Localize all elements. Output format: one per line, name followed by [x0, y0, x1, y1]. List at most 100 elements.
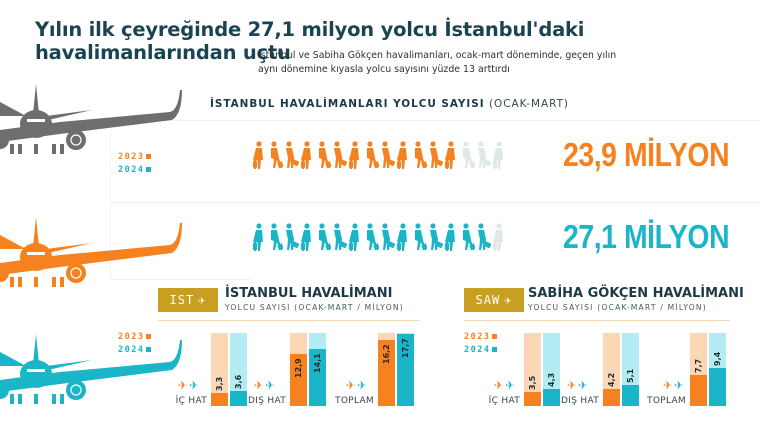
passenger-with-luggage-icon: [252, 222, 267, 252]
passenger-with-luggage-icon: [380, 222, 395, 252]
passenger-with-luggage-icon: [396, 222, 411, 252]
passenger-with-luggage-icon: [348, 140, 363, 170]
plane-departure-icon: ✈: [567, 379, 577, 392]
bar-2024: 14,1: [309, 333, 326, 406]
bar-value-label: 4,2: [607, 372, 616, 387]
passenger-with-luggage-icon: [268, 140, 283, 170]
plane-gray-icon: [0, 82, 185, 157]
background-terminal-outline: [110, 120, 250, 280]
plane-arrival-icon: ✈: [505, 379, 515, 392]
page-title: Yılın ilk çeyreğinde 27,1 milyon yolcu İ…: [35, 18, 584, 64]
ist-subtitle: YOLCU SAYISI (OCAK-MART / MİLYON): [225, 303, 404, 312]
title-line-2: havalimanlarından uçtu: [35, 41, 291, 64]
passenger-with-luggage-icon: [316, 222, 331, 252]
plane-arrival-icon: ✈: [578, 379, 588, 392]
legend-2023: 2023: [464, 332, 498, 342]
category-label: TOPLAM: [335, 396, 374, 406]
passenger-with-luggage-icon: [252, 140, 267, 170]
category-label: İÇ HAT: [488, 396, 520, 406]
flight-icons: ✈ ✈: [254, 379, 274, 392]
legend-2024: 2024: [464, 345, 498, 355]
bar-value-label: 7,7: [694, 358, 703, 373]
plane-orange-icon: [0, 215, 185, 290]
flight-icons: ✈ ✈: [178, 379, 198, 392]
passenger-with-luggage-icon: [396, 140, 411, 170]
plane-departure-icon: ✈: [346, 379, 356, 392]
overview-title: İSTANBUL HAVALİMANLARI YOLCU SAYISI (OCA…: [210, 98, 569, 110]
category-label: İÇ HAT: [175, 396, 207, 406]
ist-legend: 2023 2024: [118, 332, 152, 355]
passenger-with-luggage-icon: [364, 140, 379, 170]
bar-value-label: 14,1: [313, 353, 322, 373]
passenger-with-luggage-icon: [380, 140, 395, 170]
plane-teal-icon: [0, 332, 185, 407]
airport-code: SAW: [475, 293, 501, 307]
divider: [464, 320, 730, 321]
category-label: DIŞ HAT: [561, 396, 599, 406]
bar-value-label: 3,5: [528, 375, 537, 390]
subtitle-line-2: aynı dönemine kıyasla yolcu sayısını yüz…: [258, 64, 510, 75]
legend-2023: 2023: [118, 332, 152, 342]
plane-arrival-icon: ✈: [357, 379, 367, 392]
passenger-with-luggage-icon: [316, 140, 331, 170]
passenger-with-luggage-icon: [364, 222, 379, 252]
category-label: DIŞ HAT: [248, 396, 286, 406]
ist-badge: IST ✈: [158, 288, 218, 312]
overview-title-bold: İSTANBUL HAVALİMANLARI YOLCU SAYISI: [210, 98, 485, 110]
bar-2023: 3,3: [211, 333, 228, 406]
bar-value-label: 4,3: [547, 372, 556, 387]
bar-value-label: 9,4: [713, 351, 722, 366]
bar-value-label: 17,7: [401, 338, 410, 359]
passenger-with-luggage-icon: [412, 140, 427, 170]
bar-2024: 3,6: [230, 333, 247, 406]
passenger-with-luggage-icon: [348, 222, 363, 252]
title-line-1: Yılın ilk çeyreğinde 27,1 milyon yolcu İ…: [35, 18, 585, 41]
passenger-with-luggage-icon: [460, 222, 475, 252]
subtitle: İstanbul ve Sabiha Gökçen havalimanları,…: [258, 49, 678, 77]
passenger-with-luggage-icon: [460, 140, 475, 170]
saw-header: SABİHA GÖKÇEN HAVALİMANI YOLCU SAYISI (O…: [528, 286, 744, 312]
passenger-pictogram-2023: [252, 140, 507, 170]
bar-2023: 12,9: [290, 333, 307, 406]
bar-2024: 4,3: [543, 333, 560, 406]
plane-departure-icon: ✈: [254, 379, 264, 392]
bar-2024: 17,7: [397, 333, 414, 406]
passenger-with-luggage-icon: [476, 140, 491, 170]
category-label: TOPLAM: [647, 396, 686, 406]
ist-header: İSTANBUL HAVALİMANI YOLCU SAYISI (OCAK-M…: [225, 286, 404, 312]
saw-subtitle: YOLCU SAYISI (OCAK-MART / MİLYON): [528, 303, 707, 312]
passenger-with-luggage-icon: [444, 140, 459, 170]
passenger-pictogram-2024: [252, 222, 507, 252]
airplane-icon: ✈: [198, 293, 207, 307]
flight-icons: ✈ ✈: [346, 379, 366, 392]
passenger-with-luggage-icon: [268, 222, 283, 252]
legend-2024: 2024: [118, 165, 152, 175]
passenger-with-luggage-icon: [300, 140, 315, 170]
passenger-with-luggage-icon: [428, 140, 443, 170]
bar-2024: 5,1: [622, 333, 639, 406]
plane-departure-icon: ✈: [178, 379, 188, 392]
overview-title-period: (OCAK-MART): [488, 98, 569, 110]
value-2024: 27,1 MİLYON: [563, 218, 730, 255]
bar-2024: 9,4: [709, 333, 726, 406]
airplane-icon: ✈: [504, 293, 513, 307]
passenger-with-luggage-icon: [492, 222, 507, 252]
bar-2023: 16,2: [378, 333, 395, 406]
passenger-with-luggage-icon: [284, 140, 299, 170]
divider: [158, 320, 420, 321]
passenger-with-luggage-icon: [284, 222, 299, 252]
flight-icons: ✈ ✈: [494, 379, 514, 392]
saw-title: SABİHA GÖKÇEN HAVALİMANI: [528, 286, 744, 301]
passenger-with-luggage-icon: [428, 222, 443, 252]
bar-2023: 7,7: [690, 333, 707, 406]
plane-departure-icon: ✈: [494, 379, 504, 392]
divider: [110, 202, 760, 203]
plane-arrival-icon: ✈: [265, 379, 275, 392]
bar-2023: 3,5: [524, 333, 541, 406]
bar-value-label: 12,9: [294, 357, 303, 378]
bar-value-label: 3,3: [215, 376, 224, 391]
divider: [110, 120, 760, 121]
passenger-with-luggage-icon: [492, 140, 507, 170]
passenger-with-luggage-icon: [476, 222, 491, 252]
plane-departure-icon: ✈: [663, 379, 673, 392]
